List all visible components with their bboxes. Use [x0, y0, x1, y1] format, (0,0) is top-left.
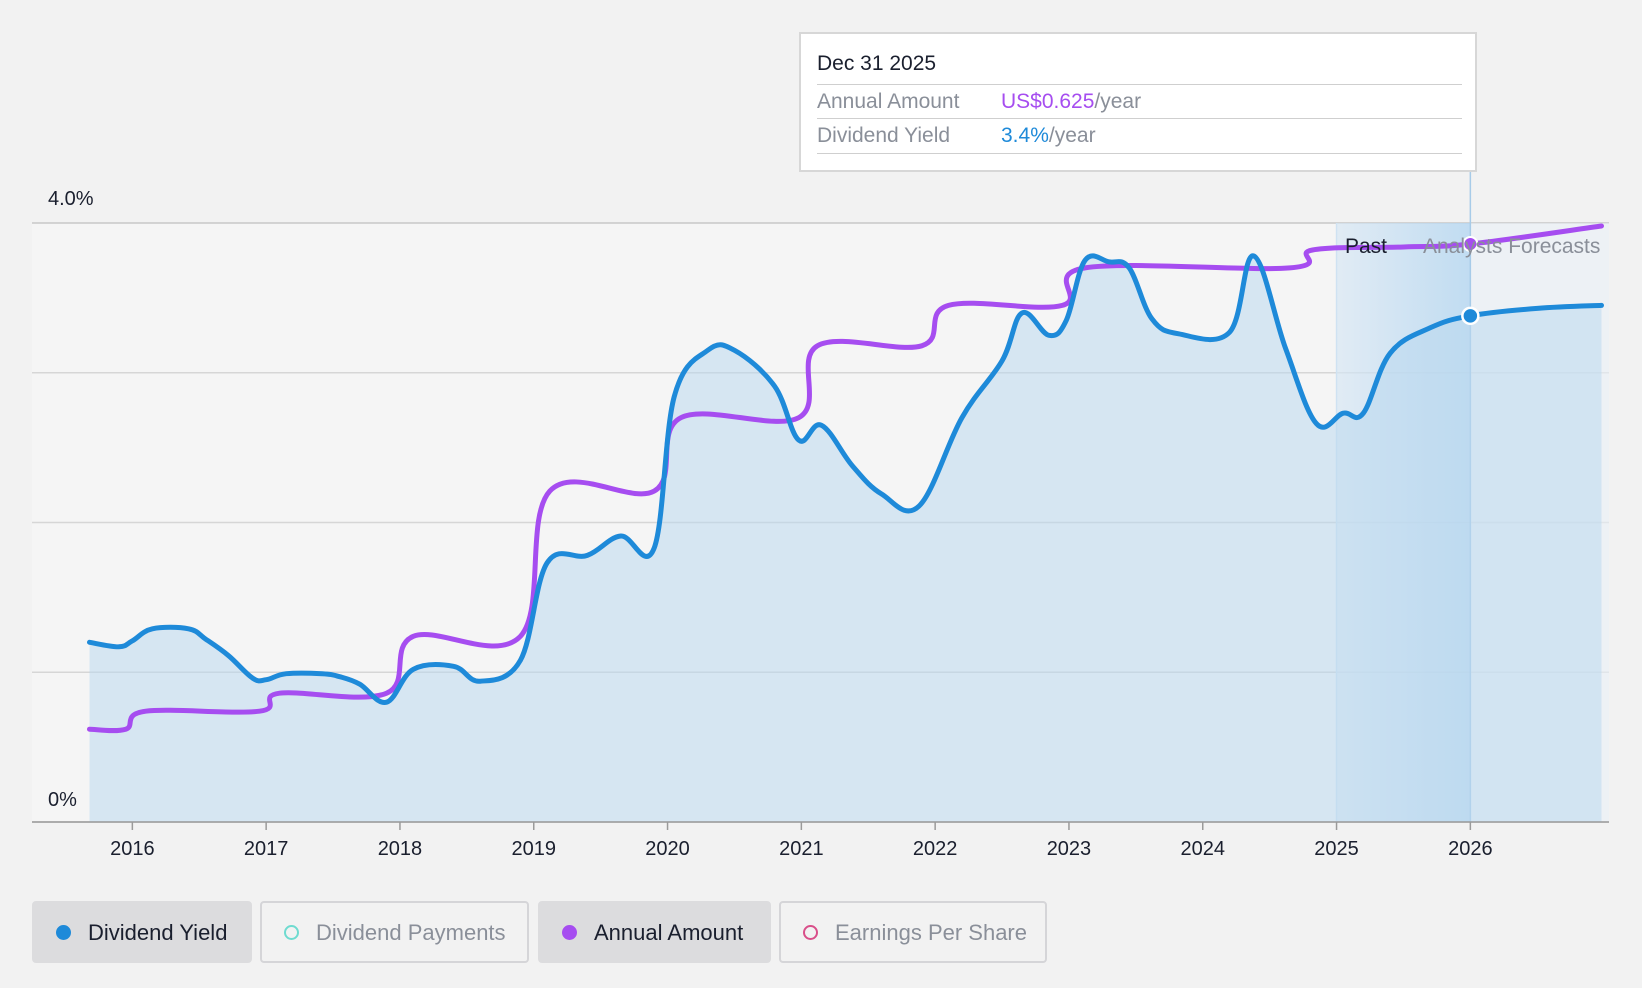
x-tick-label: 2016 — [110, 838, 155, 860]
annual-amount-line — [87, 223, 1604, 734]
selection-markers — [1461, 235, 1480, 326]
y-label-bottom: 0% — [48, 789, 77, 811]
annual-amount-dot-icon — [562, 925, 577, 940]
legend-dividend-payments-button[interactable]: Dividend Payments — [260, 901, 529, 963]
tooltip-date: Dec 31 2025 — [817, 52, 937, 75]
legend-label: Dividend Yield — [88, 920, 228, 945]
dividend-yield-value: 3.4% — [1001, 124, 1049, 147]
legend-dividend-yield-button[interactable]: Dividend Yield — [32, 901, 252, 963]
annual-amount-unit: /year — [1094, 90, 1142, 113]
past-label: Past — [1345, 235, 1387, 258]
dividend-payments-dot-icon — [284, 925, 299, 940]
dividend-yield-line — [87, 253, 1604, 705]
chart-labels: 4.0% 0% Past Analysts Forecasts — [48, 188, 1600, 811]
x-tick-label: 2022 — [913, 838, 958, 860]
legend-label: Dividend Payments — [316, 920, 506, 945]
x-tick-label: 2023 — [1047, 838, 1092, 860]
x-tick-label: 2020 — [645, 838, 690, 860]
yield-area — [89, 255, 1602, 822]
dividend-yield-dot-icon — [56, 925, 71, 940]
legend-label: Earnings Per Share — [835, 920, 1027, 945]
x-tick-label: 2025 — [1314, 838, 1359, 860]
x-tick-label: 2024 — [1181, 838, 1226, 860]
tooltip-yield-value: 3.4%/year — [1001, 124, 1096, 148]
tooltip-row-yield: Dividend Yield 3.4%/year — [817, 118, 1462, 154]
series-lines — [87, 223, 1604, 734]
dividend-yield-marker — [1461, 306, 1480, 326]
annual-amount-value: US$0.625 — [1001, 90, 1095, 113]
tooltip: Dec 31 2025 Annual Amount US$0.625/year … — [799, 32, 1477, 172]
tooltip-annual-label: Annual Amount — [817, 90, 960, 113]
legend-annual-amount-button[interactable]: Annual Amount — [538, 901, 771, 963]
x-tick-label: 2017 — [244, 838, 289, 860]
tooltip-yield-label: Dividend Yield — [817, 124, 951, 147]
legend-earnings-per-share-button[interactable]: Earnings Per Share — [779, 901, 1047, 963]
tooltip-row-annual: Annual Amount US$0.625/year — [817, 84, 1462, 119]
x-tick-label: 2019 — [512, 838, 557, 860]
x-tick-label: 2021 — [779, 838, 824, 860]
earnings-per-share-dot-icon — [803, 925, 818, 940]
dividend-yield-area — [89, 255, 1602, 822]
x-tick-label: 2018 — [378, 838, 423, 860]
y-label-top: 4.0% — [48, 188, 94, 210]
x-axis: 2016 2017 2018 2019 2020 2021 2022 2023 2024 2025… — [32, 821, 1609, 860]
forecast-label: Analysts Forecasts — [1423, 235, 1600, 258]
dividend-yield-unit: /year — [1048, 124, 1096, 147]
x-tick-label: 2026 — [1448, 838, 1493, 860]
annual-amount-marker — [1462, 235, 1479, 252]
tooltip-annual-value: US$0.625/year — [1001, 90, 1141, 114]
legend-label: Annual Amount — [594, 920, 744, 945]
